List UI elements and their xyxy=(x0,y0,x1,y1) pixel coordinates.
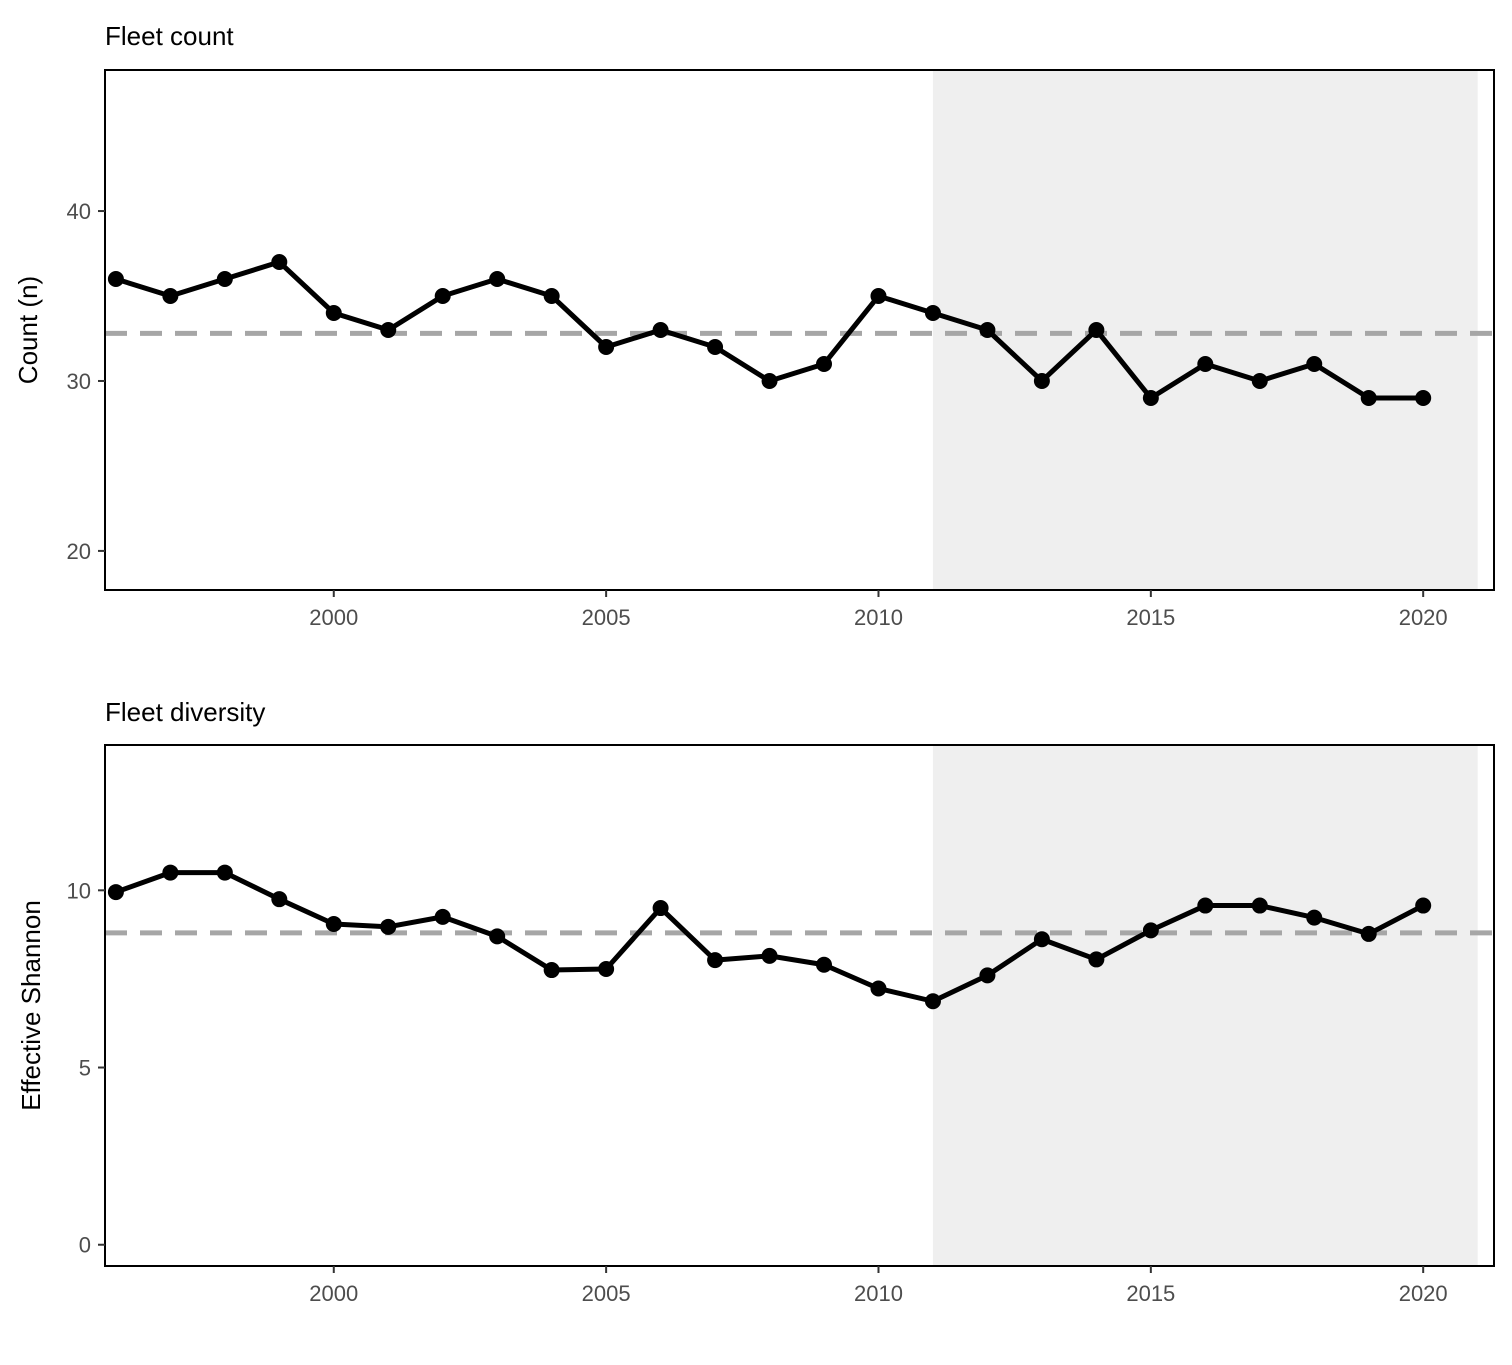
data-point xyxy=(598,338,615,355)
data-point xyxy=(652,322,669,338)
data-point xyxy=(816,355,833,372)
data-point xyxy=(870,980,887,997)
x-tick-label: 2005 xyxy=(582,1281,631,1306)
data-point xyxy=(543,962,560,979)
data-point xyxy=(1415,897,1432,914)
data-point xyxy=(1033,931,1050,948)
x-tick-label: 2010 xyxy=(854,605,903,630)
x-tick-label: 2000 xyxy=(309,605,358,630)
x-tick-label: 2015 xyxy=(1126,605,1175,630)
y-tick-label: 30 xyxy=(67,369,91,394)
data-point xyxy=(162,864,179,881)
shaded-period xyxy=(932,745,1478,1266)
data-point xyxy=(707,952,724,969)
chart-panel-2: 2000 2005 2010 2015 2020 0 5 10 Fleet diversity E… xyxy=(16,697,1495,1306)
data-point xyxy=(870,288,887,305)
x-tick-label: 2020 xyxy=(1399,1281,1448,1306)
data-point xyxy=(598,960,615,977)
y-axis-title: Effective Shannon xyxy=(16,900,46,1111)
data-point xyxy=(489,271,506,288)
data-point xyxy=(380,918,397,935)
y-axis-title: Count (n) xyxy=(13,276,43,384)
x-tick-label: 2005 xyxy=(582,605,631,630)
data-point xyxy=(271,891,288,908)
data-point xyxy=(761,372,778,389)
data-point xyxy=(162,288,179,305)
data-point xyxy=(652,900,669,917)
data-point xyxy=(1251,897,1268,914)
y-tick-label: 20 xyxy=(67,539,91,564)
x-tick-label: 2015 xyxy=(1126,1281,1175,1306)
data-point xyxy=(979,322,996,338)
data-point xyxy=(1088,322,1105,338)
data-point xyxy=(434,288,451,305)
data-point xyxy=(1360,389,1377,406)
data-point xyxy=(1306,909,1323,926)
y-tick-label: 0 xyxy=(79,1233,91,1258)
data-point xyxy=(1142,389,1159,406)
data-point xyxy=(1306,355,1323,372)
data-point xyxy=(271,254,288,271)
y-tick-label: 10 xyxy=(67,878,91,903)
panel-border xyxy=(104,69,1495,591)
y-tick-label: 40 xyxy=(67,199,91,224)
data-point xyxy=(707,338,724,355)
data-point xyxy=(924,305,941,322)
data-point xyxy=(979,967,996,984)
x-tick-label: 2010 xyxy=(854,1281,903,1306)
data-point xyxy=(325,305,342,322)
data-point xyxy=(380,322,397,338)
data-point xyxy=(1197,355,1214,372)
x-tick-label: 2000 xyxy=(309,1281,358,1306)
data-point xyxy=(924,993,941,1010)
data-point xyxy=(1033,372,1050,389)
data-point xyxy=(216,271,233,288)
data-point xyxy=(1088,951,1105,968)
data-point xyxy=(761,947,778,964)
data-point xyxy=(1142,922,1159,939)
data-point xyxy=(107,271,124,288)
panel-title: Fleet diversity xyxy=(105,697,265,727)
data-point xyxy=(325,915,342,932)
data-point xyxy=(1360,925,1377,942)
data-point xyxy=(489,928,506,945)
x-tick-label: 2020 xyxy=(1399,605,1448,630)
data-point xyxy=(816,956,833,973)
data-point xyxy=(1415,389,1432,406)
data-point xyxy=(1197,897,1214,914)
panel-border xyxy=(104,744,1495,1267)
data-point xyxy=(543,288,560,305)
data-point xyxy=(434,908,451,925)
data-point xyxy=(107,884,124,901)
data-point xyxy=(1251,372,1268,389)
y-tick-label: 5 xyxy=(79,1056,91,1081)
data-point xyxy=(216,864,233,881)
shaded-period xyxy=(932,70,1478,590)
panel-title: Fleet count xyxy=(105,21,234,51)
